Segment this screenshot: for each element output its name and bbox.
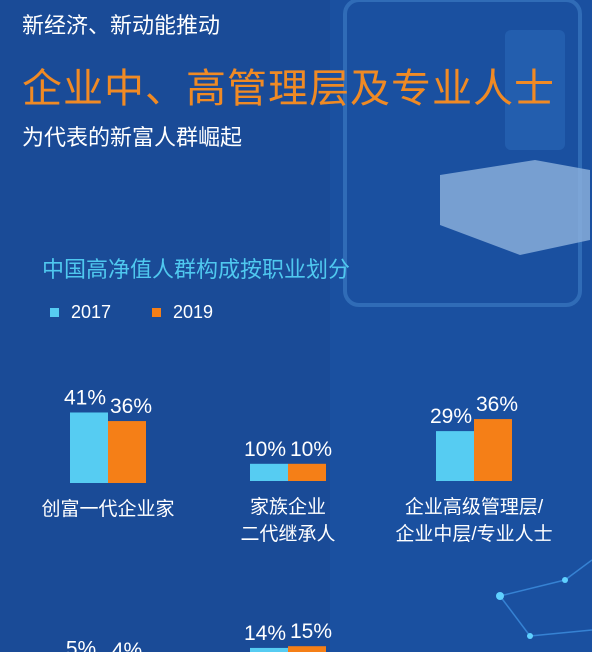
legend-item-2017: 2017 [50, 302, 111, 323]
bar-value-label-2017-4: 14% [244, 622, 286, 645]
bar-2019-2 [474, 419, 512, 481]
legend-item-2019: 2019 [152, 302, 213, 323]
bar-2017-0 [70, 412, 108, 483]
bar-2017-4 [250, 647, 288, 652]
bar-2019-0 [108, 421, 146, 483]
network-lines-icon [499, 559, 592, 637]
sub-title: 为代表的新富人群崛起 [22, 125, 243, 150]
category-label-2-0: 企业高级管理层/ [405, 496, 544, 518]
pre-title: 新经济、新动能推动 [22, 13, 221, 38]
legend-label-2017: 2017 [71, 302, 112, 322]
bar-value-label-2017-3: 5% [66, 637, 96, 652]
bar-value-label-2019-2: 36% [476, 393, 518, 416]
category-label-1-1: 二代继承人 [240, 523, 335, 545]
legend-swatch-2017 [50, 308, 59, 317]
bar-value-label-2019-0: 36% [110, 395, 152, 418]
legend-label-2019: 2019 [173, 302, 214, 322]
category-label-0-0: 创富一代企业家 [41, 498, 174, 520]
bar-2019-4 [288, 646, 326, 652]
chart-title: 中国高净值人群构成按职业划分 [42, 257, 351, 282]
bar-value-label-2017-0: 41% [64, 386, 106, 409]
bar-value-label-2019-1: 10% [290, 438, 332, 461]
bar-2019-1 [288, 463, 326, 481]
category-label-1-0: 家族企业 [250, 496, 326, 518]
bar-2017-1 [250, 463, 288, 481]
laptop-outline-icon [343, 0, 582, 307]
legend-swatch-2019 [152, 308, 161, 317]
category-label-2-1: 企业中层/专业人士 [395, 523, 552, 545]
bar-2017-2 [436, 431, 474, 481]
hand-icon [440, 160, 590, 255]
bar-value-label-2019-4: 15% [290, 620, 332, 643]
bar-value-label-2017-1: 10% [244, 438, 286, 461]
main-title: 企业中、高管理层及专业人士 [22, 67, 555, 111]
network-dots-icon [496, 577, 568, 639]
bar-value-label-2019-3: 4% [112, 639, 142, 652]
bar-value-label-2017-2: 29% [430, 405, 472, 428]
